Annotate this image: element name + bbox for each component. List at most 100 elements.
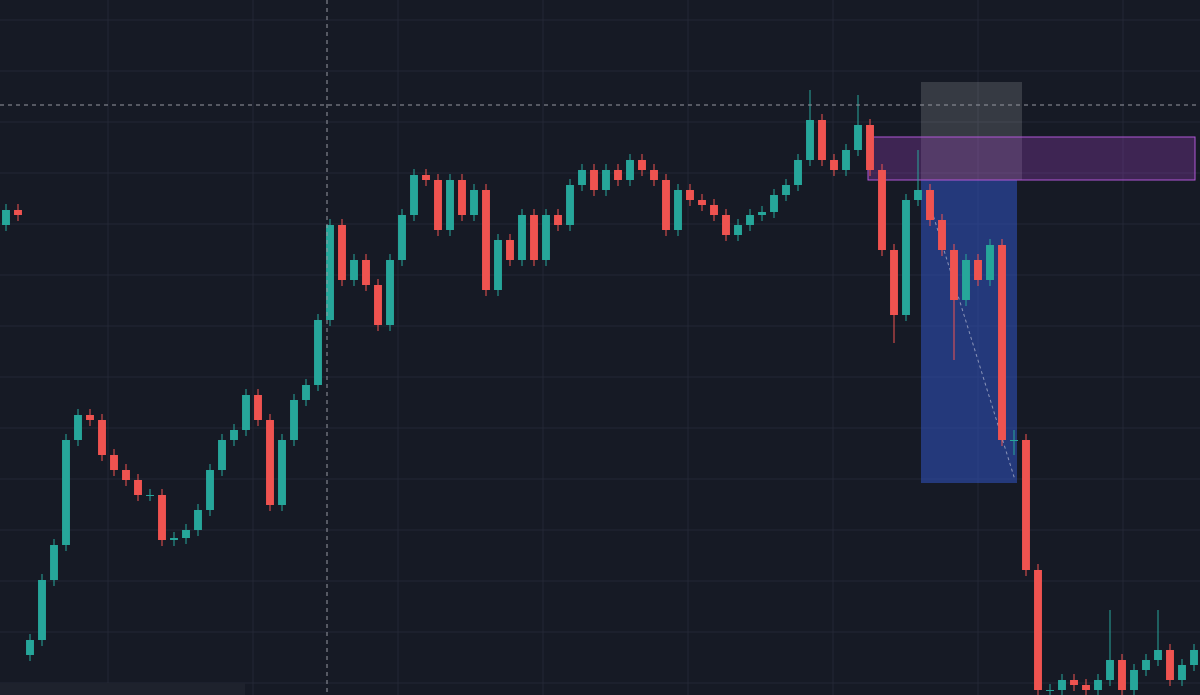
candle-body — [50, 545, 58, 580]
candle-body — [1166, 650, 1174, 680]
candle-body — [566, 185, 574, 225]
risk-zone — [921, 82, 1022, 180]
candle-body — [986, 245, 994, 280]
toolbar-panel — [0, 683, 245, 695]
candle-body — [254, 395, 262, 420]
candle-body — [1106, 660, 1114, 680]
candle-body — [398, 215, 406, 260]
candle-body — [194, 510, 202, 530]
candle-body — [266, 420, 274, 505]
candle-body — [206, 470, 214, 510]
candle-body — [662, 180, 670, 230]
candle-body — [866, 125, 874, 170]
candle-body — [758, 212, 766, 215]
candle-body — [506, 240, 514, 260]
candle-body — [290, 400, 298, 440]
candle-body — [674, 190, 682, 230]
candle-body — [686, 190, 694, 200]
candle-body — [734, 225, 742, 235]
candle-body — [494, 240, 502, 290]
candle-body — [170, 538, 178, 540]
candle-body — [386, 260, 394, 325]
candle-body — [326, 225, 334, 320]
candle-body — [1130, 670, 1138, 690]
candle-body — [158, 495, 166, 540]
candle-body — [914, 190, 922, 200]
candle-body — [722, 215, 730, 235]
candle-body — [602, 170, 610, 190]
candle-body — [878, 170, 886, 250]
candle-body — [590, 170, 598, 190]
candle-body — [698, 200, 706, 205]
candle-body — [122, 470, 130, 480]
candle-body — [134, 480, 142, 495]
candle-body — [818, 120, 826, 160]
candle-body — [1094, 680, 1102, 690]
candles — [2, 90, 1198, 695]
candle-body — [38, 580, 46, 640]
candle-body — [542, 215, 550, 260]
candle-body — [1118, 660, 1126, 690]
candle-body — [182, 530, 190, 538]
candle-body — [746, 215, 754, 225]
candle-body — [710, 205, 718, 215]
candle-body — [230, 430, 238, 440]
candle-body — [338, 225, 346, 280]
candle-body — [482, 190, 490, 290]
candle-body — [242, 395, 250, 430]
candle-body — [14, 210, 22, 215]
candle-body — [626, 160, 634, 180]
candle-body — [1010, 440, 1018, 441]
candle-body — [794, 160, 802, 185]
candle-body — [1070, 680, 1078, 685]
candle-body — [1190, 650, 1198, 665]
candle-body — [1046, 690, 1054, 691]
candle-body — [458, 180, 466, 215]
candle-body — [1154, 650, 1162, 660]
candle-body — [446, 180, 454, 230]
candle-body — [410, 175, 418, 215]
candle-body — [998, 245, 1006, 440]
candle-body — [854, 125, 862, 150]
candle-body — [650, 170, 658, 180]
candle-body — [350, 260, 358, 280]
candle-body — [74, 415, 82, 440]
candle-body — [890, 250, 898, 315]
candle-body — [62, 440, 70, 545]
supply-zone — [867, 136, 1196, 181]
candle-body — [1022, 440, 1030, 570]
candle-body — [806, 120, 814, 160]
candle-body — [578, 170, 586, 185]
candle-body — [470, 190, 478, 215]
candle-body — [842, 150, 850, 170]
candle-body — [962, 260, 970, 300]
candle-body — [1082, 685, 1090, 690]
candle-body — [938, 220, 946, 250]
candle-body — [26, 640, 34, 655]
candle-body — [614, 170, 622, 180]
candle-body — [1178, 665, 1186, 680]
candle-body — [530, 215, 538, 260]
candle-body — [770, 195, 778, 212]
candle-body — [2, 210, 10, 225]
candle-body — [1034, 570, 1042, 690]
candle-body — [782, 185, 790, 195]
candle-body — [554, 215, 562, 225]
candle-body — [146, 495, 154, 496]
candle-body — [1058, 680, 1066, 690]
candle-body — [902, 200, 910, 315]
candle-body — [362, 260, 370, 285]
candle-body — [434, 180, 442, 230]
candle-body — [86, 415, 94, 420]
candle-body — [98, 420, 106, 455]
candle-body — [950, 250, 958, 300]
candle-body — [518, 215, 526, 260]
candle-body — [638, 160, 646, 170]
candle-body — [302, 385, 310, 400]
candle-body — [218, 440, 226, 470]
candle-body — [1142, 660, 1150, 670]
candle-body — [830, 160, 838, 170]
